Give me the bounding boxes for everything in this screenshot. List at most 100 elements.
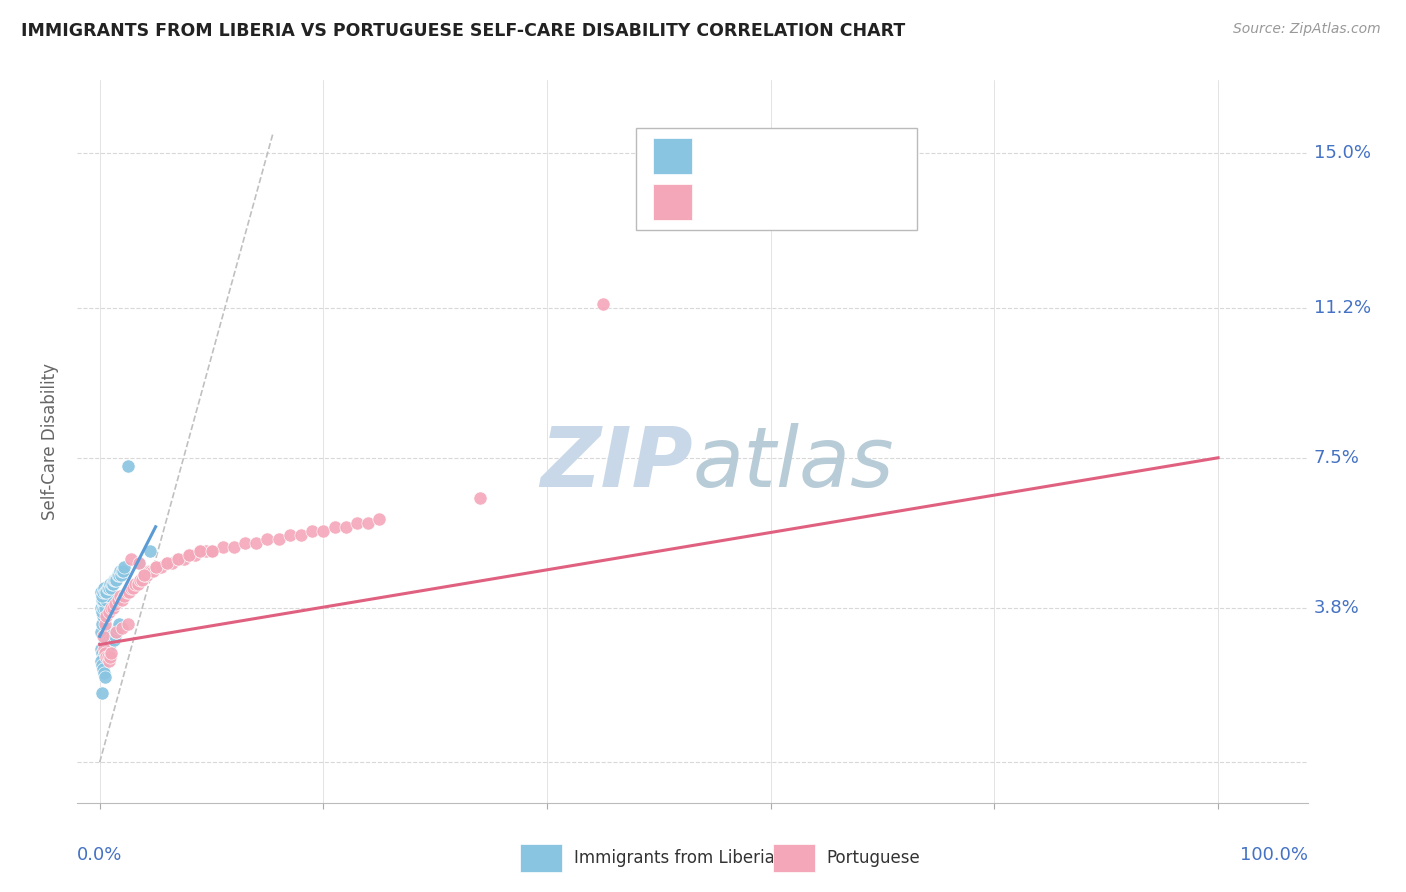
Text: 11.2%: 11.2%	[1313, 299, 1371, 317]
Point	[97, 654, 120, 668]
Point	[96, 584, 118, 599]
Point	[122, 581, 145, 595]
Point	[312, 524, 335, 538]
Point	[91, 609, 114, 624]
Text: Source: ZipAtlas.com: Source: ZipAtlas.com	[1233, 22, 1381, 37]
Point	[97, 605, 120, 619]
Point	[93, 589, 115, 603]
Point	[90, 592, 114, 607]
Point	[112, 589, 135, 603]
Point	[90, 686, 114, 700]
Point	[94, 584, 117, 599]
Point	[156, 557, 179, 571]
Point	[94, 601, 117, 615]
Point	[93, 638, 115, 652]
Point	[323, 520, 346, 534]
Point	[96, 589, 118, 603]
Point	[90, 589, 114, 603]
Point	[90, 625, 112, 640]
Point	[90, 601, 112, 615]
Point	[107, 568, 129, 582]
Point	[96, 638, 118, 652]
Point	[117, 617, 139, 632]
Point	[105, 573, 128, 587]
Point	[94, 670, 117, 684]
Point	[108, 589, 131, 603]
Point	[96, 609, 118, 624]
Point	[222, 540, 245, 554]
Point	[98, 638, 121, 652]
Point	[112, 560, 135, 574]
Point	[117, 458, 139, 473]
Point	[91, 629, 114, 643]
Point	[162, 557, 184, 571]
Point	[91, 584, 114, 599]
Text: Self-Care Disability: Self-Care Disability	[41, 363, 59, 520]
Text: Portuguese: Portuguese	[827, 849, 921, 867]
Point	[368, 511, 391, 525]
Point	[120, 581, 142, 595]
Point	[335, 520, 357, 534]
Point	[118, 584, 141, 599]
Point	[124, 576, 146, 591]
Point	[156, 557, 179, 571]
Point	[96, 641, 118, 656]
Point	[128, 557, 150, 571]
Point	[115, 584, 138, 599]
Point	[107, 621, 129, 635]
Point	[98, 649, 121, 664]
Point	[91, 592, 114, 607]
Point	[346, 516, 368, 530]
Point	[194, 544, 217, 558]
Point	[96, 592, 118, 607]
Point	[90, 617, 114, 632]
Point	[100, 633, 122, 648]
Point	[100, 601, 122, 615]
Point	[90, 654, 112, 668]
Point	[105, 625, 128, 640]
Point	[104, 573, 127, 587]
Text: R =  0.574   N = 72: R = 0.574 N = 72	[706, 193, 876, 211]
Text: Immigrants from Liberia: Immigrants from Liberia	[574, 849, 775, 867]
Point	[98, 576, 121, 591]
Point	[104, 629, 127, 643]
Point	[111, 621, 134, 635]
Point	[278, 528, 301, 542]
Point	[104, 597, 127, 611]
Text: 0.0%: 0.0%	[77, 847, 122, 864]
Point	[94, 589, 117, 603]
Point	[101, 625, 124, 640]
Point	[96, 649, 118, 664]
Point	[97, 633, 120, 648]
Point	[107, 592, 129, 607]
Point	[135, 568, 157, 582]
Point	[184, 548, 207, 562]
Point	[90, 641, 112, 656]
Point	[127, 576, 149, 591]
Point	[468, 491, 491, 506]
Point	[101, 601, 124, 615]
Point	[93, 665, 115, 680]
Point	[90, 584, 112, 599]
Point	[96, 649, 118, 664]
Point	[211, 540, 233, 554]
Point	[93, 597, 115, 611]
Point	[110, 568, 132, 582]
Point	[103, 573, 125, 587]
Point	[179, 548, 201, 562]
Point	[94, 641, 117, 656]
Point	[139, 544, 162, 558]
Point	[96, 581, 118, 595]
Point	[134, 568, 156, 582]
Text: 3.8%: 3.8%	[1313, 599, 1360, 617]
Point	[179, 548, 201, 562]
Point	[188, 544, 212, 558]
Point	[592, 296, 614, 310]
Point	[105, 625, 128, 640]
Point	[108, 565, 131, 579]
Point	[90, 605, 114, 619]
Point	[200, 544, 222, 558]
Point	[167, 552, 190, 566]
Point	[142, 565, 165, 579]
Text: 7.5%: 7.5%	[1313, 449, 1360, 467]
